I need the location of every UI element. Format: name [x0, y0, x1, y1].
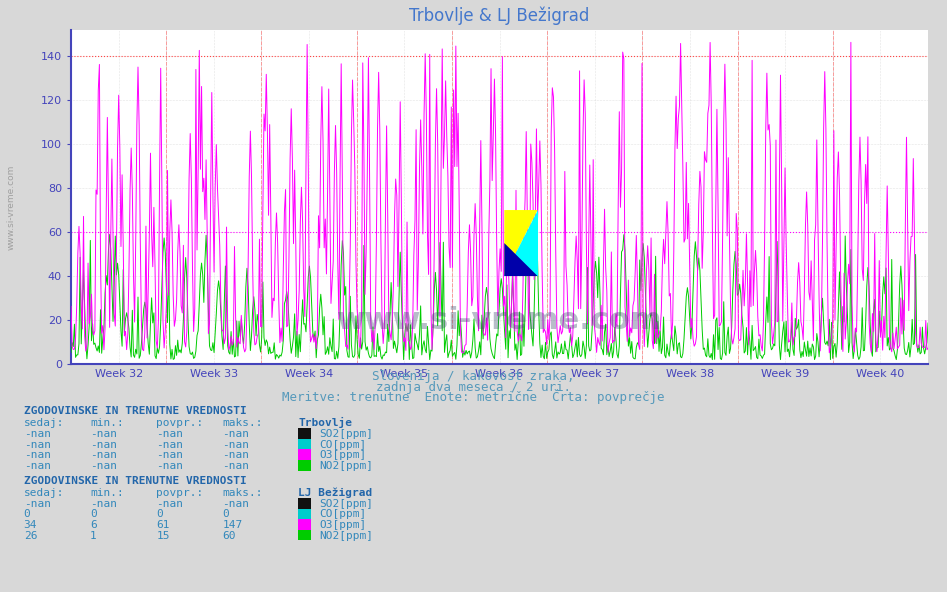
Text: 61: 61 — [156, 520, 170, 530]
Text: -nan: -nan — [156, 461, 184, 471]
Text: CO[ppm]: CO[ppm] — [319, 509, 366, 519]
Text: -nan: -nan — [90, 461, 117, 471]
Text: 1: 1 — [90, 530, 97, 540]
Text: 0: 0 — [90, 509, 97, 519]
Text: -nan: -nan — [223, 461, 250, 471]
Text: 0: 0 — [24, 509, 30, 519]
Text: 60: 60 — [223, 530, 236, 540]
Text: -nan: -nan — [156, 498, 184, 509]
Text: NO2[ppm]: NO2[ppm] — [319, 530, 373, 540]
Text: 34: 34 — [24, 520, 37, 530]
Title: Trbovlje & LJ Bežigrad: Trbovlje & LJ Bežigrad — [409, 7, 590, 25]
Text: -nan: -nan — [90, 439, 117, 449]
Text: maks.:: maks.: — [223, 418, 263, 428]
Text: -nan: -nan — [90, 498, 117, 509]
Text: -nan: -nan — [24, 450, 51, 460]
Text: min.:: min.: — [90, 418, 124, 428]
Text: Slovenija / kakovost zraka,: Slovenija / kakovost zraka, — [372, 370, 575, 383]
Text: ZGODOVINSKE IN TRENUTNE VREDNOSTI: ZGODOVINSKE IN TRENUTNE VREDNOSTI — [24, 476, 246, 486]
Text: maks.:: maks.: — [223, 488, 263, 498]
Text: Meritve: trenutne  Enote: metrične  Črta: povprečje: Meritve: trenutne Enote: metrične Črta: … — [282, 390, 665, 404]
Text: 15: 15 — [156, 530, 170, 540]
Text: Trbovlje: Trbovlje — [298, 417, 352, 428]
Text: -nan: -nan — [156, 439, 184, 449]
Text: -nan: -nan — [223, 439, 250, 449]
Text: -nan: -nan — [156, 429, 184, 439]
Text: povpr.:: povpr.: — [156, 488, 204, 498]
Text: NO2[ppm]: NO2[ppm] — [319, 461, 373, 471]
Text: -nan: -nan — [24, 439, 51, 449]
Text: ZGODOVINSKE IN TRENUTNE VREDNOSTI: ZGODOVINSKE IN TRENUTNE VREDNOSTI — [24, 406, 246, 416]
Text: 0: 0 — [223, 509, 229, 519]
Text: sedaj:: sedaj: — [24, 488, 64, 498]
Text: -nan: -nan — [24, 461, 51, 471]
Text: sedaj:: sedaj: — [24, 418, 64, 428]
Text: min.:: min.: — [90, 488, 124, 498]
Text: CO[ppm]: CO[ppm] — [319, 439, 366, 449]
Polygon shape — [505, 243, 538, 276]
Text: SO2[ppm]: SO2[ppm] — [319, 429, 373, 439]
Text: -nan: -nan — [156, 450, 184, 460]
Text: O3[ppm]: O3[ppm] — [319, 520, 366, 530]
Text: www.si-vreme.com: www.si-vreme.com — [337, 305, 662, 334]
Polygon shape — [505, 210, 538, 276]
Text: 26: 26 — [24, 530, 37, 540]
Text: -nan: -nan — [223, 498, 250, 509]
Text: povpr.:: povpr.: — [156, 418, 204, 428]
Text: O3[ppm]: O3[ppm] — [319, 450, 366, 460]
Text: LJ Bežigrad: LJ Bežigrad — [298, 488, 372, 498]
Text: www.si-vreme.com: www.si-vreme.com — [7, 165, 16, 250]
Polygon shape — [505, 210, 538, 276]
Text: -nan: -nan — [90, 450, 117, 460]
Text: -nan: -nan — [24, 429, 51, 439]
Text: 6: 6 — [90, 520, 97, 530]
Text: -nan: -nan — [223, 429, 250, 439]
Text: -nan: -nan — [223, 450, 250, 460]
Text: -nan: -nan — [90, 429, 117, 439]
Text: 147: 147 — [223, 520, 242, 530]
Text: 0: 0 — [156, 509, 163, 519]
Text: -nan: -nan — [24, 498, 51, 509]
Text: SO2[ppm]: SO2[ppm] — [319, 498, 373, 509]
Text: zadnja dva meseca / 2 uri.: zadnja dva meseca / 2 uri. — [376, 381, 571, 394]
